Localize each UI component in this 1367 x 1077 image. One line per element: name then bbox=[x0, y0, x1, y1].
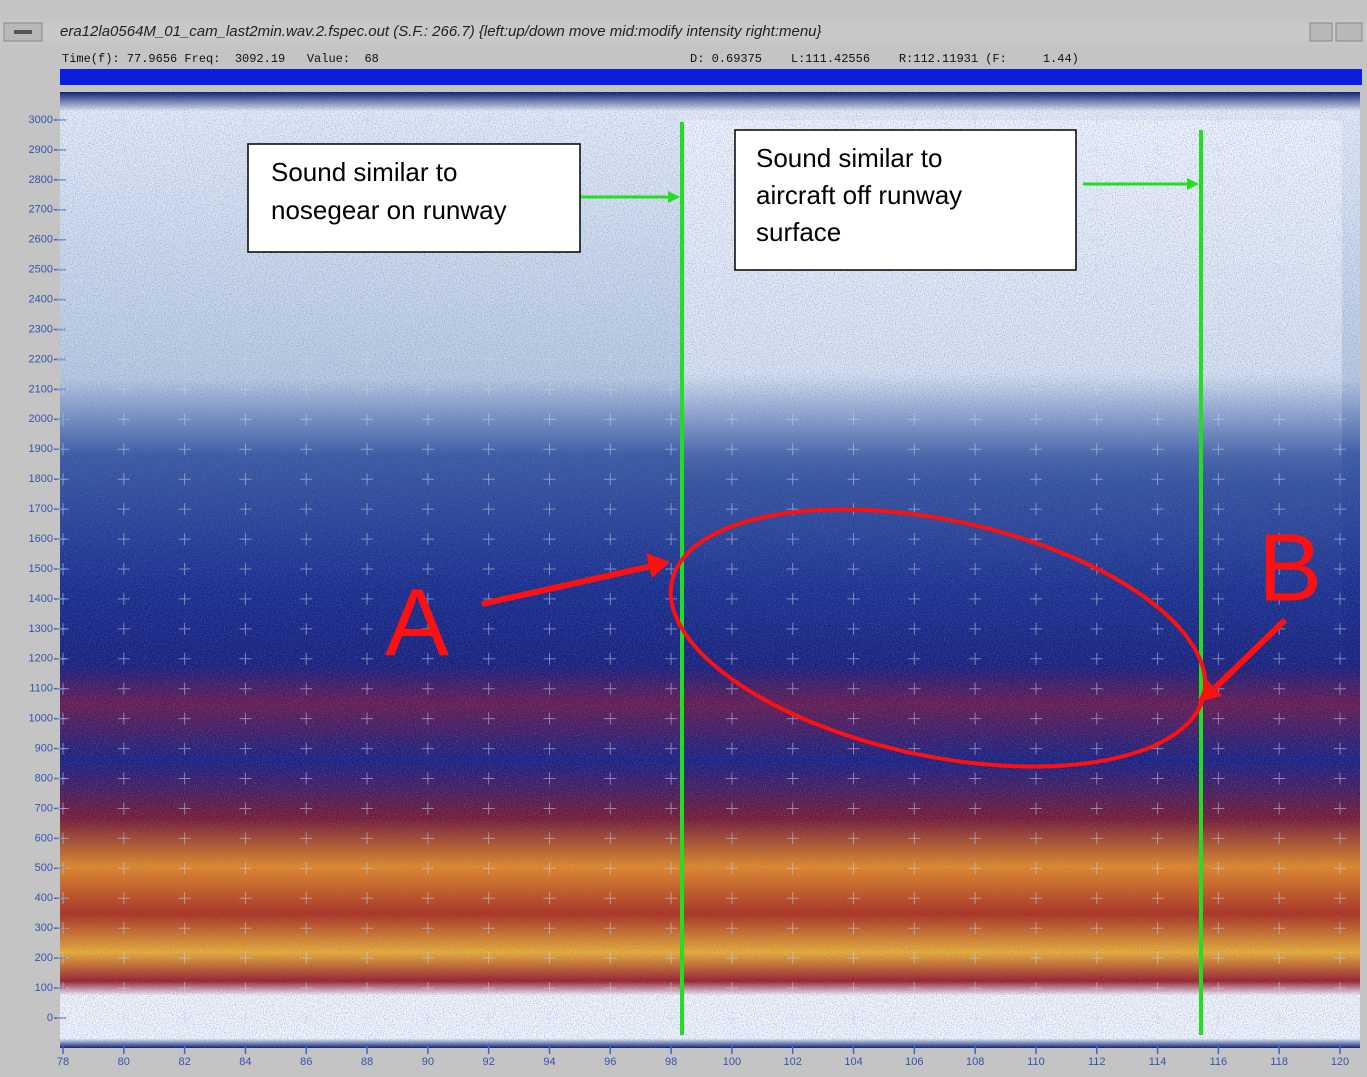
y-tick-label: 1600 bbox=[29, 533, 53, 545]
y-tick-label: 400 bbox=[35, 892, 53, 904]
x-tick-label: 108 bbox=[966, 1056, 984, 1068]
y-tick-label: 2100 bbox=[29, 383, 53, 395]
y-tick-label: 1300 bbox=[29, 623, 53, 635]
scroll-bar[interactable] bbox=[60, 69, 1362, 85]
x-tick-label: 88 bbox=[361, 1056, 373, 1068]
x-tick-label: 106 bbox=[905, 1056, 923, 1068]
spectrogram-window: era12la0564M_01_cam_last2min.wav.2.fspec… bbox=[0, 0, 1367, 1072]
y-tick-label: 1500 bbox=[29, 563, 53, 575]
y-tick-label: 800 bbox=[35, 772, 53, 784]
x-tick-label: 118 bbox=[1270, 1056, 1288, 1068]
page-body: era12la0564M_01_cam_last2min.wav.2.fspec… bbox=[0, 0, 1367, 1072]
x-tick-label: 94 bbox=[543, 1056, 555, 1068]
y-tick-label: 3000 bbox=[29, 114, 53, 126]
y-tick-label: 1200 bbox=[29, 653, 53, 665]
y-tick-label: 100 bbox=[35, 982, 53, 994]
y-tick-label: 2500 bbox=[29, 264, 53, 276]
y-tick-label: 2600 bbox=[29, 234, 53, 246]
x-axis-panel bbox=[60, 1050, 1362, 1072]
status-right: D: 0.69375 L:111.42556 R:112.11931 (F: 1… bbox=[690, 52, 1079, 66]
annotation-text: nosegear on runway bbox=[271, 195, 507, 225]
y-tick-label: 700 bbox=[35, 802, 53, 814]
annotation-text: Sound similar to bbox=[756, 143, 942, 173]
y-tick-label: 2800 bbox=[29, 174, 53, 186]
y-tick-label: 300 bbox=[35, 922, 53, 934]
maximize-button[interactable] bbox=[1336, 23, 1362, 41]
y-tick-label: 0 bbox=[47, 1012, 53, 1024]
x-tick-label: 96 bbox=[604, 1056, 616, 1068]
y-tick-label: 1000 bbox=[29, 713, 53, 725]
x-tick-label: 116 bbox=[1210, 1056, 1228, 1068]
x-tick-label: 112 bbox=[1088, 1056, 1106, 1068]
y-tick-label: 1100 bbox=[29, 683, 53, 695]
y-tick-label: 600 bbox=[35, 832, 53, 844]
x-tick-label: 86 bbox=[300, 1056, 312, 1068]
status-left: Time(f): 77.9656 Freq: 3092.19 Value: 68 bbox=[62, 52, 379, 66]
y-tick-label: 500 bbox=[35, 862, 53, 874]
x-tick-label: 100 bbox=[723, 1056, 741, 1068]
y-tick-label: 2200 bbox=[29, 353, 53, 365]
y-tick-label: 1800 bbox=[29, 473, 53, 485]
y-tick-label: 2400 bbox=[29, 294, 53, 306]
y-tick-label: 2700 bbox=[29, 204, 53, 216]
y-tick-label: 2300 bbox=[29, 323, 53, 335]
annotation-text: surface bbox=[756, 217, 841, 247]
y-tick-label: 2000 bbox=[29, 413, 53, 425]
x-tick-label: 102 bbox=[784, 1056, 802, 1068]
x-tick-label: 82 bbox=[178, 1056, 190, 1068]
x-tick-label: 90 bbox=[422, 1056, 434, 1068]
page: {"window": {"title": "era12la0564M_01_ca… bbox=[0, 0, 1367, 1072]
y-tick-label: 2900 bbox=[29, 144, 53, 156]
y-tick-label: 200 bbox=[35, 952, 53, 964]
x-tick-label: 104 bbox=[844, 1056, 862, 1068]
menu-icon bbox=[14, 30, 32, 34]
y-tick-label: 1400 bbox=[29, 593, 53, 605]
x-tick-label: 114 bbox=[1149, 1056, 1167, 1068]
x-tick-label: 120 bbox=[1331, 1056, 1349, 1068]
window-title: era12la0564M_01_cam_last2min.wav.2.fspec… bbox=[60, 23, 822, 40]
x-tick-label: 84 bbox=[239, 1056, 251, 1068]
annotation-text: aircraft off runway bbox=[756, 180, 962, 210]
x-tick-label: 98 bbox=[665, 1056, 677, 1068]
y-tick-label: 1700 bbox=[29, 503, 53, 515]
label-a: A bbox=[385, 569, 449, 676]
x-tick-label: 80 bbox=[118, 1056, 130, 1068]
x-tick-label: 78 bbox=[57, 1056, 69, 1068]
y-tick-label: 900 bbox=[35, 743, 53, 755]
y-tick-label: 1900 bbox=[29, 443, 53, 455]
minimize-button[interactable] bbox=[1310, 23, 1332, 41]
x-tick-label: 92 bbox=[483, 1056, 495, 1068]
annotation-text: Sound similar to bbox=[271, 157, 457, 187]
label-b: B bbox=[1258, 514, 1322, 621]
x-tick-label: 110 bbox=[1027, 1056, 1045, 1068]
